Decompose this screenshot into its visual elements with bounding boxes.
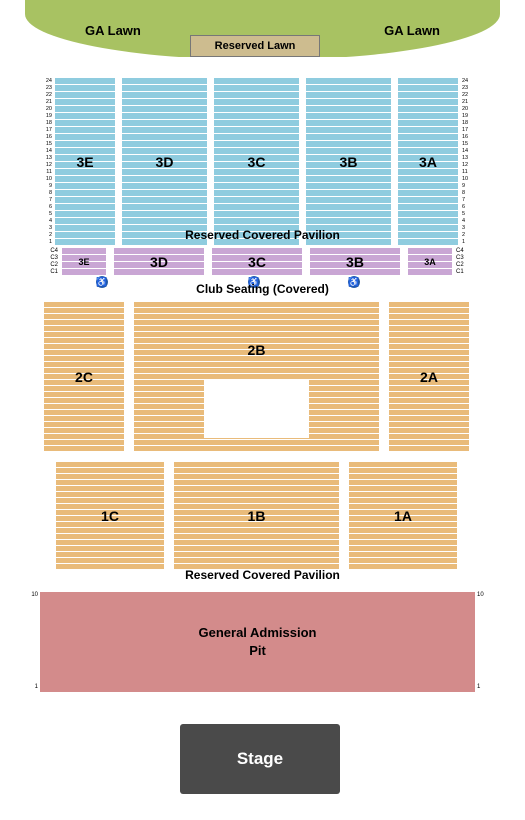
- section-3b[interactable]: [310, 248, 400, 275]
- lawn-mask: [0, 57, 525, 77]
- section-3c[interactable]: [212, 248, 302, 275]
- ga-lawn-right-label: GA Lawn: [384, 23, 440, 38]
- section-1a[interactable]: [349, 462, 457, 569]
- reserved-lawn[interactable]: Reserved Lawn: [190, 35, 320, 57]
- section-3e[interactable]: [55, 78, 115, 245]
- ga-lawn-left-label: GA Lawn: [85, 23, 141, 38]
- section-3c[interactable]: [214, 78, 299, 245]
- stage: Stage: [180, 724, 340, 794]
- tier1-label: Reserved Covered Pavilion: [0, 568, 525, 582]
- section-1c[interactable]: [56, 462, 164, 569]
- section-2a[interactable]: [389, 302, 469, 451]
- pit-label: Pit: [249, 642, 266, 660]
- section-3a[interactable]: [398, 78, 458, 245]
- tier3-rownums: 242322212019181716151413121110987654321: [38, 78, 52, 246]
- pit-row-bottom: 1: [477, 684, 489, 690]
- pit-row-top: 10: [26, 592, 38, 598]
- pit-label: General Admission: [199, 624, 317, 642]
- soundboard-notch: [204, 380, 309, 438]
- tier3-rownums: 242322212019181716151413121110987654321: [462, 78, 476, 246]
- club-rownums: C4C3C2C1: [456, 248, 472, 276]
- section-3d[interactable]: [122, 78, 207, 245]
- section-1b[interactable]: [174, 462, 339, 569]
- club-rownums: C4C3C2C1: [42, 248, 58, 276]
- pit-row-top: 10: [477, 592, 489, 598]
- ga-pit[interactable]: General AdmissionPit: [40, 592, 475, 692]
- section-3b[interactable]: [306, 78, 391, 245]
- pit-row-bottom: 1: [26, 684, 38, 690]
- section-2c[interactable]: [44, 302, 124, 451]
- tier3-label: Reserved Covered Pavilion: [0, 228, 525, 242]
- section-3a[interactable]: [408, 248, 452, 275]
- section-3d[interactable]: [114, 248, 204, 275]
- club-label: Club Seating (Covered): [0, 282, 525, 296]
- section-3e[interactable]: [62, 248, 106, 275]
- section-2b[interactable]: [134, 302, 379, 451]
